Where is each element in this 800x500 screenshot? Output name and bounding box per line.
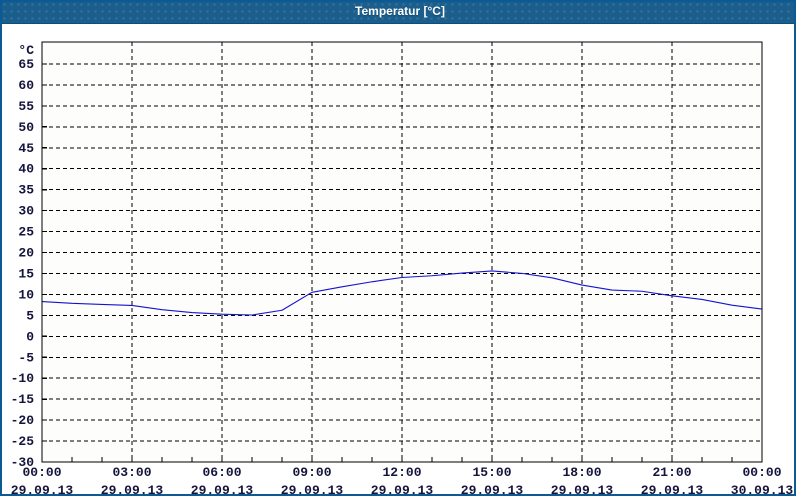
svg-text:29.09.13: 29.09.13 bbox=[551, 483, 614, 496]
svg-text:60: 60 bbox=[18, 78, 34, 93]
svg-text:°C: °C bbox=[18, 43, 34, 58]
svg-text:-15: -15 bbox=[11, 392, 35, 407]
svg-text:29.09.13: 29.09.13 bbox=[11, 483, 74, 496]
svg-text:25: 25 bbox=[18, 225, 34, 240]
svg-text:09:00: 09:00 bbox=[292, 465, 331, 480]
svg-text:10: 10 bbox=[18, 287, 34, 302]
svg-text:45: 45 bbox=[18, 141, 34, 156]
svg-text:-20: -20 bbox=[11, 413, 35, 428]
svg-text:15: 15 bbox=[18, 266, 34, 281]
svg-text:29.09.13: 29.09.13 bbox=[641, 483, 704, 496]
svg-text:00:00: 00:00 bbox=[742, 465, 781, 480]
svg-text:30.09.13: 30.09.13 bbox=[731, 483, 794, 496]
svg-text:0: 0 bbox=[26, 329, 34, 344]
svg-text:40: 40 bbox=[18, 162, 34, 177]
svg-text:00:00: 00:00 bbox=[22, 465, 61, 480]
svg-text:03:00: 03:00 bbox=[112, 465, 151, 480]
svg-text:29.09.13: 29.09.13 bbox=[281, 483, 344, 496]
svg-text:12:00: 12:00 bbox=[382, 465, 421, 480]
svg-text:29.09.13: 29.09.13 bbox=[371, 483, 434, 496]
svg-text:-10: -10 bbox=[11, 371, 35, 386]
svg-text:65: 65 bbox=[18, 57, 34, 72]
svg-text:18:00: 18:00 bbox=[562, 465, 601, 480]
svg-text:-25: -25 bbox=[11, 434, 35, 449]
svg-text:06:00: 06:00 bbox=[202, 465, 241, 480]
svg-text:30: 30 bbox=[18, 204, 34, 219]
svg-text:20: 20 bbox=[18, 246, 34, 261]
svg-text:29.09.13: 29.09.13 bbox=[461, 483, 524, 496]
svg-text:35: 35 bbox=[18, 183, 34, 198]
svg-text:15:00: 15:00 bbox=[472, 465, 511, 480]
svg-text:50: 50 bbox=[18, 120, 34, 135]
svg-text:5: 5 bbox=[26, 308, 34, 323]
svg-text:29.09.13: 29.09.13 bbox=[191, 483, 254, 496]
svg-text:21:00: 21:00 bbox=[652, 465, 691, 480]
svg-text:55: 55 bbox=[18, 99, 34, 114]
svg-text:-5: -5 bbox=[18, 350, 34, 365]
svg-text:29.09.13: 29.09.13 bbox=[101, 483, 164, 496]
